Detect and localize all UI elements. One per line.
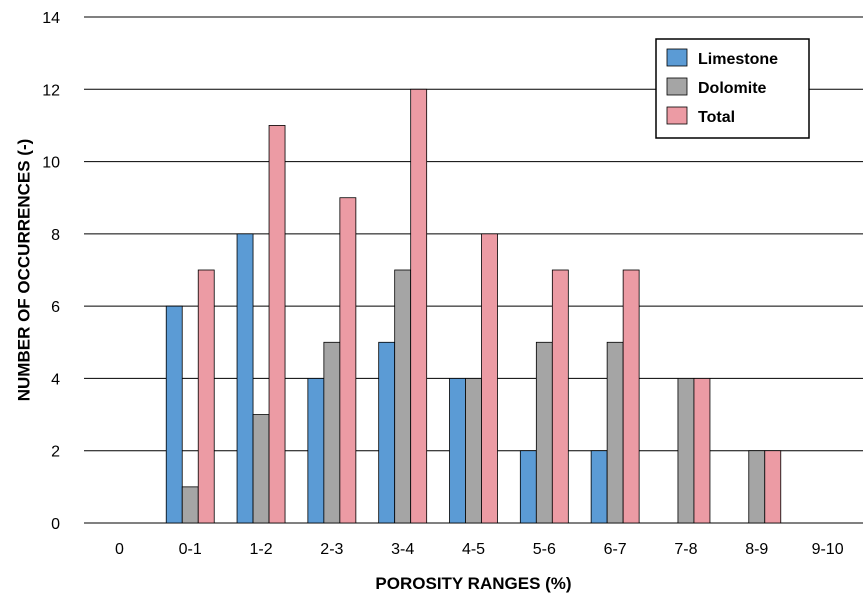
x-tick-label: 1-2 xyxy=(249,541,272,558)
bar-total-1-2 xyxy=(268,125,286,524)
bar-limestone-4-5 xyxy=(449,378,466,524)
bar-total-4-5 xyxy=(481,233,498,524)
x-tick-label: 9-10 xyxy=(812,541,844,558)
bars xyxy=(165,88,782,524)
legend: Limestone Dolomite Total xyxy=(655,38,810,139)
legend-swatch-total xyxy=(666,106,688,125)
y-tick-label: 0 xyxy=(51,516,60,533)
bar-dolomite-7-8 xyxy=(677,378,695,524)
bar-total-6-7 xyxy=(622,269,640,524)
bar-total-3-4 xyxy=(410,88,428,524)
bar-limestone-5-6 xyxy=(519,450,537,524)
bar-limestone-2-3 xyxy=(307,378,325,524)
x-tick-label: 6-7 xyxy=(604,541,627,558)
x-axis-title: POROSITY RANGES (%) xyxy=(375,574,571,593)
legend-swatch-dolomite xyxy=(666,77,688,96)
y-tick-label: 4 xyxy=(51,371,60,388)
x-tick-label: 5-6 xyxy=(533,541,556,558)
x-tick-label: 4-5 xyxy=(462,541,485,558)
x-tick-label: 3-4 xyxy=(391,541,414,558)
y-tick-label: 2 xyxy=(51,444,60,461)
bar-total-2-3 xyxy=(339,197,357,524)
y-tick-label: 6 xyxy=(51,299,60,316)
bar-dolomite-6-7 xyxy=(606,341,624,524)
x-tick-label: 0 xyxy=(115,541,124,558)
bar-limestone-1-2 xyxy=(236,233,254,524)
bar-total-0-1 xyxy=(197,269,215,524)
y-tick-label: 14 xyxy=(42,10,60,27)
bar-dolomite-4-5 xyxy=(465,378,482,524)
bar-dolomite-5-6 xyxy=(535,341,553,524)
legend-items: Limestone Dolomite Total xyxy=(666,48,778,126)
y-tick-label: 8 xyxy=(51,227,60,244)
bar-total-7-8 xyxy=(693,378,711,524)
x-tick-label: 2-3 xyxy=(320,541,343,558)
bar-total-5-6 xyxy=(551,269,569,524)
bar-dolomite-0-1 xyxy=(181,486,199,524)
bar-limestone-0-1 xyxy=(165,305,183,524)
x-tick-labels: 0 0-1 1-2 2-3 3-4 4-5 5-6 6-7 7-8 8-9 9-10 xyxy=(115,541,844,558)
bar-dolomite-2-3 xyxy=(323,341,341,524)
x-tick-label: 0-1 xyxy=(179,541,202,558)
legend-swatch-limestone xyxy=(666,48,688,67)
bar-dolomite-3-4 xyxy=(394,269,412,524)
legend-label-limestone: Limestone xyxy=(698,51,778,68)
y-tick-label: 12 xyxy=(42,82,60,99)
bar-dolomite-8-9 xyxy=(748,450,766,524)
bar-limestone-6-7 xyxy=(590,450,608,524)
bar-total-8-9 xyxy=(764,450,782,524)
y-tick-label: 10 xyxy=(42,155,60,172)
bar-limestone-3-4 xyxy=(378,341,396,524)
x-tick-label: 7-8 xyxy=(674,541,697,558)
legend-label-dolomite: Dolomite xyxy=(698,80,767,97)
bar-dolomite-1-2 xyxy=(252,414,270,524)
legend-label-total: Total xyxy=(698,109,735,126)
y-axis-title: NUMBER OF OCCURRENCES (-) xyxy=(14,139,33,402)
y-tick-labels: 0 2 4 6 8 10 12 14 xyxy=(42,10,60,533)
x-tick-label: 8-9 xyxy=(745,541,768,558)
